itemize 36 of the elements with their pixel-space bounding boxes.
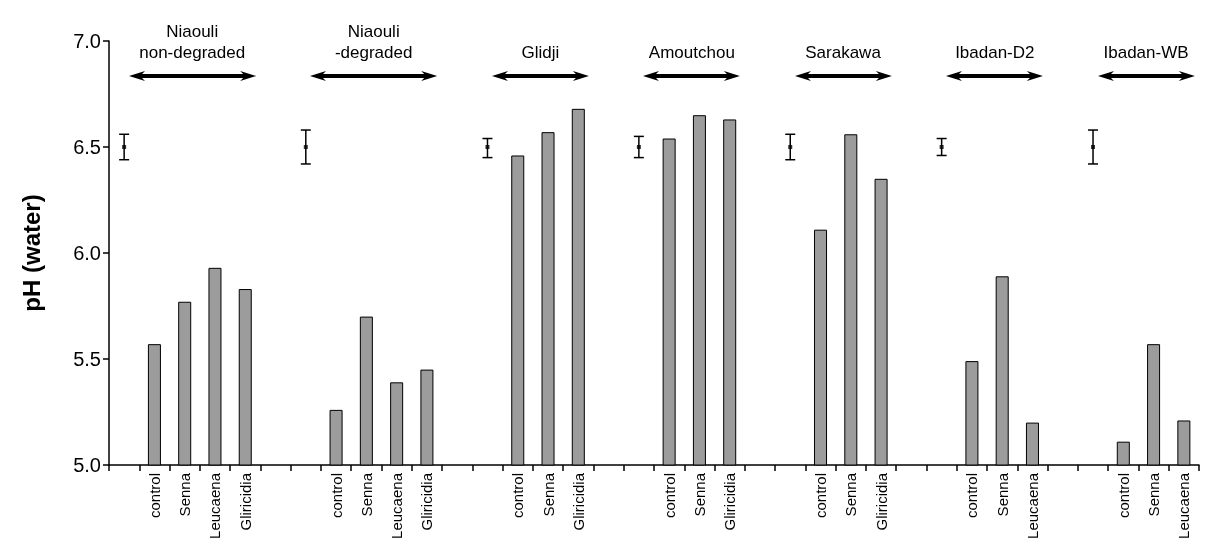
x-tick-label: Gliricidia: [872, 472, 890, 531]
x-tick-label: control: [660, 473, 678, 519]
annotation: Ibadan-D2: [955, 42, 1035, 63]
x-tick-label: Senna: [176, 472, 194, 517]
x-tick-label: control: [1114, 473, 1132, 519]
x-tick-label: Senna: [357, 472, 375, 517]
x-tick-label: Leucaena: [388, 472, 406, 539]
x-tick-label: Senna: [539, 472, 557, 517]
x-tick-label: Senna: [993, 472, 1011, 517]
y-axis-title: pH (water): [17, 194, 45, 312]
y-tick-label: 7.0: [73, 30, 101, 52]
y-tick-label: 5.0: [73, 454, 101, 476]
annotation: Niaouli -degraded: [334, 21, 413, 63]
annotation: Niaouli non-degraded: [139, 21, 246, 63]
annotation: Glidji: [521, 42, 560, 63]
y-tick-label: 6.0: [73, 242, 101, 264]
y-tick-label: 6.5: [73, 136, 101, 158]
x-tick-label: control: [327, 473, 345, 519]
annotation: Sarakawa: [805, 42, 881, 63]
x-tick-label: Gliricidia: [236, 472, 254, 531]
y-tick-label: 5.5: [73, 348, 101, 370]
x-tick-label: Gliricidia: [569, 472, 587, 531]
x-tick-label: Leucaena: [1023, 472, 1041, 539]
x-tick-label: Leucaena: [206, 472, 224, 539]
annotation: Amoutchou: [648, 42, 735, 63]
x-tick-label: Leucaena: [1175, 472, 1193, 539]
x-tick-label: control: [963, 473, 981, 519]
x-tick-label: Gliricidia: [721, 472, 739, 531]
x-tick-label: control: [509, 473, 527, 519]
x-tick-label: Senna: [690, 472, 708, 517]
x-tick-label: Senna: [1145, 472, 1163, 517]
x-tick-label: control: [145, 473, 163, 519]
annotation: Ibadan-WB: [1103, 42, 1189, 63]
x-tick-label: control: [812, 473, 830, 519]
x-tick-label: Gliricidia: [418, 472, 436, 531]
x-tick-label: Senna: [842, 472, 860, 517]
